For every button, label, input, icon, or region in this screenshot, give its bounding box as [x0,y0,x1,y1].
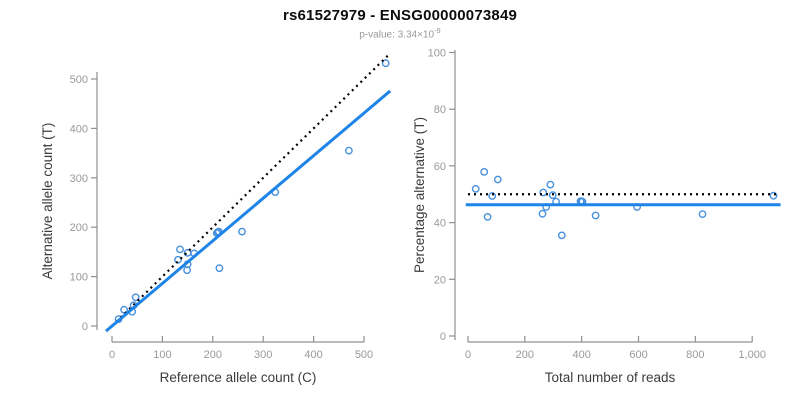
pvalue-subtitle: p-value: 3.34×10-9 [0,26,800,40]
data-point [769,191,778,200]
y-tick-label: 100 [70,272,88,284]
x-tick-label: 100 [153,349,171,361]
data-point [493,175,502,184]
data-point [215,264,224,273]
data-point [174,255,182,264]
data-point [591,211,600,220]
data-point [483,212,492,221]
data-point [176,245,184,254]
x-tick-label: 400 [304,349,322,361]
x-tick-label: 1,000 [738,349,766,361]
y-tick-label: 0 [82,321,88,333]
data-point [131,293,140,302]
data-point [557,231,566,240]
x-tick-label: 200 [516,349,534,361]
data-point [488,192,497,200]
y-tick-label: 0 [440,331,446,343]
data-point [548,191,557,200]
x-tick-label: 0 [465,349,471,361]
x-tick-label: 500 [355,349,373,361]
y-tick-label: 20 [434,274,446,286]
x-tick-label: 600 [629,349,647,361]
scatter-ref-vs-alt-count: 0 100 200 300 400 500 0 100 200 300 400 500 [70,54,392,361]
data-point [381,59,390,68]
y-tick-label: 200 [70,222,88,234]
left-x-axis-title: Reference allele count (C) [160,370,317,385]
pvalue-exponent: -9 [434,26,441,35]
x-tick-label: 800 [686,349,704,361]
y-tick-label: 500 [70,74,88,86]
right-y-axis-title: Percentage alternative (T) [412,117,427,273]
pvalue-text: p-value: 3.34×10 [359,29,435,41]
scatter-reads-vs-percentage: 0 20 40 60 80 100 0 200 400 600 800 1,000 [428,48,781,361]
y-tick-label: 100 [428,48,446,60]
data-point [546,180,555,189]
data-point [344,146,353,155]
data-point [698,210,707,219]
data-point [539,188,548,197]
y-tick-label: 80 [434,104,446,116]
data-point [120,305,129,314]
right-x-axis-title: Total number of reads [545,370,676,385]
y-tick-label: 60 [434,161,446,173]
y-tick-label: 40 [434,218,446,230]
x-tick-label: 300 [254,349,272,361]
x-tick-label: 0 [109,349,115,361]
data-point [538,209,547,218]
figure-title: rs61527979 - ENSG00000073849 [282,7,518,24]
left-y-axis-title: Alternative allele count (T) [40,123,55,280]
y-tick-label: 400 [70,123,88,135]
x-tick-label: 200 [204,349,222,361]
line-identity-50-percent [111,54,390,327]
data-point [471,184,480,193]
line-fit-46-percent [104,89,392,333]
data-point [480,167,489,176]
data-point [238,227,246,236]
x-tick-label: 400 [573,349,591,361]
y-tick-label: 300 [70,173,88,185]
